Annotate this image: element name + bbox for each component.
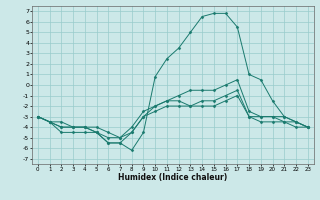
X-axis label: Humidex (Indice chaleur): Humidex (Indice chaleur) [118, 173, 228, 182]
